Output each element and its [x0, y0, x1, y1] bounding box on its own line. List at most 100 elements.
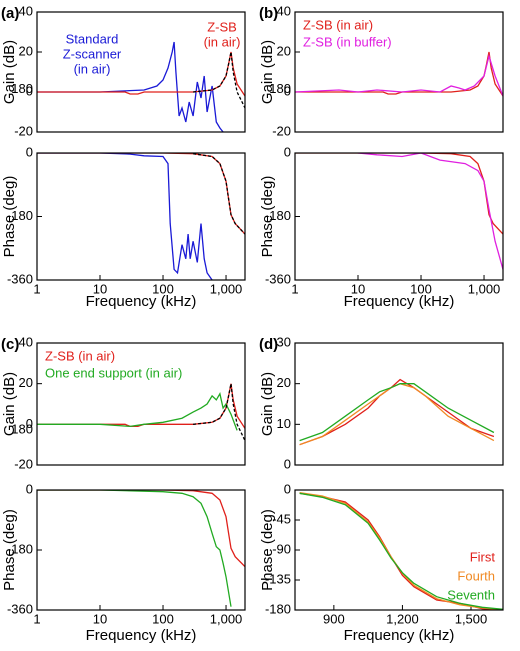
x-tick-label: 100 [152, 611, 174, 626]
x-axis-label: Frequency (kHz) [344, 293, 455, 310]
panel-label: (c) [1, 336, 19, 353]
annotation: Z-scanner [63, 46, 122, 61]
annotation: Z-SB [207, 19, 237, 34]
y-tick-label: 0 [284, 481, 291, 496]
y-axis-label: Phase (deg) [259, 176, 276, 258]
x-tick-label: 100 [410, 281, 432, 296]
y-axis-label: Gain (dB) [1, 40, 18, 104]
x-tick-label: 1,500 [455, 611, 488, 626]
annotation: (in air) [204, 34, 241, 49]
y-tick-label: 180 [11, 81, 33, 96]
x-tick-label: 10 [351, 281, 365, 296]
series-line [37, 490, 232, 607]
y-tick-label: -20 [14, 123, 33, 138]
x-tick-label: 1 [291, 281, 298, 296]
plot-frame [36, 489, 246, 611]
y-axis-label: Phase (deg) [259, 509, 276, 591]
series-line [295, 51, 503, 97]
y-tick-label: 180 [11, 421, 33, 436]
x-tick-label: 1 [33, 611, 40, 626]
y-tick-label: 40 [19, 3, 33, 18]
x-axis-label: Frequency (kHz) [86, 627, 197, 644]
y-tick-label: -90 [272, 541, 291, 556]
series-line [299, 378, 495, 446]
annotation: (in air) [74, 61, 111, 76]
y-tick-label: 0 [26, 481, 33, 496]
y-tick-label: 40 [277, 3, 291, 18]
x-tick-label: 1,200 [386, 611, 419, 626]
legend-entry: Z-SB (in air) [45, 348, 115, 363]
y-tick-label: 0 [26, 83, 33, 98]
panel-label: (b) [259, 5, 278, 22]
series-line [299, 383, 495, 442]
panel-label: (d) [259, 336, 278, 353]
y-tick-label: 0 [284, 144, 291, 159]
series-line [299, 383, 495, 446]
series-line [37, 153, 245, 235]
y-tick-label: -45 [272, 511, 291, 526]
legend-entry: One end support (in air) [45, 365, 182, 380]
y-tick-label: -20 [272, 123, 291, 138]
x-axis-label: Frequency (kHz) [86, 293, 197, 310]
legend-entry: Z-SB (in buffer) [303, 34, 392, 49]
plot-frame [36, 152, 246, 281]
x-tick-label: 10 [93, 611, 107, 626]
y-tick-label: -135 [265, 571, 291, 586]
plot-frame [294, 489, 504, 611]
y-axis-label: Phase (deg) [1, 176, 18, 258]
y-tick-label: 180 [269, 81, 291, 96]
series-line [37, 153, 213, 280]
series-line [37, 490, 245, 568]
y-tick-label: 0 [284, 456, 291, 471]
y-tick-label: 20 [277, 375, 291, 390]
series-line [193, 51, 245, 109]
series-line [37, 41, 224, 132]
y-tick-label: 20 [19, 375, 33, 390]
y-tick-label: 10 [277, 416, 291, 431]
series-line [354, 153, 503, 270]
y-tick-label: -180 [265, 208, 291, 223]
x-tick-label: 1,000 [468, 281, 501, 296]
y-tick-label: -180 [7, 208, 33, 223]
x-tick-label: 1 [33, 281, 40, 296]
y-tick-label: -180 [265, 601, 291, 616]
x-tick-label: 1,000 [210, 281, 243, 296]
series-line [193, 153, 245, 235]
plot-frame [36, 11, 246, 133]
series-line [193, 383, 245, 441]
y-tick-label: 20 [19, 43, 33, 58]
legend-entry: Fourth [457, 568, 495, 583]
x-tick-label: 900 [323, 611, 345, 626]
y-axis-label: Gain (dB) [259, 40, 276, 104]
y-tick-label: -20 [14, 456, 33, 471]
y-axis-label: Phase (deg) [1, 509, 18, 591]
y-tick-label: 0 [284, 83, 291, 98]
y-axis-label: Gain (dB) [1, 372, 18, 436]
legend-entry: First [470, 549, 496, 564]
y-tick-label: 0 [26, 416, 33, 431]
y-tick-label: 20 [277, 43, 291, 58]
y-tick-label: -360 [7, 601, 33, 616]
y-axis-label: Gain (dB) [259, 372, 276, 436]
y-tick-label: -360 [7, 271, 33, 286]
plot-frame [294, 11, 504, 133]
x-tick-label: 10 [93, 281, 107, 296]
x-axis-label: Frequency (kHz) [344, 627, 455, 644]
legend-entry: Z-SB (in air) [303, 17, 373, 32]
series-line [37, 392, 238, 431]
plot-frame [36, 342, 246, 466]
x-tick-label: 1,000 [210, 611, 243, 626]
y-tick-label: 30 [277, 334, 291, 349]
series-line [295, 153, 503, 235]
plot-frame [294, 342, 504, 466]
y-tick-label: 0 [26, 144, 33, 159]
x-tick-label: 100 [152, 281, 174, 296]
series-line [295, 53, 503, 97]
y-tick-label: -180 [7, 541, 33, 556]
plot-frame [294, 152, 504, 281]
y-tick-label: -360 [265, 271, 291, 286]
legend-entry: Seventh [447, 587, 495, 602]
series-line [299, 492, 503, 610]
panel-label: (a) [1, 5, 19, 22]
